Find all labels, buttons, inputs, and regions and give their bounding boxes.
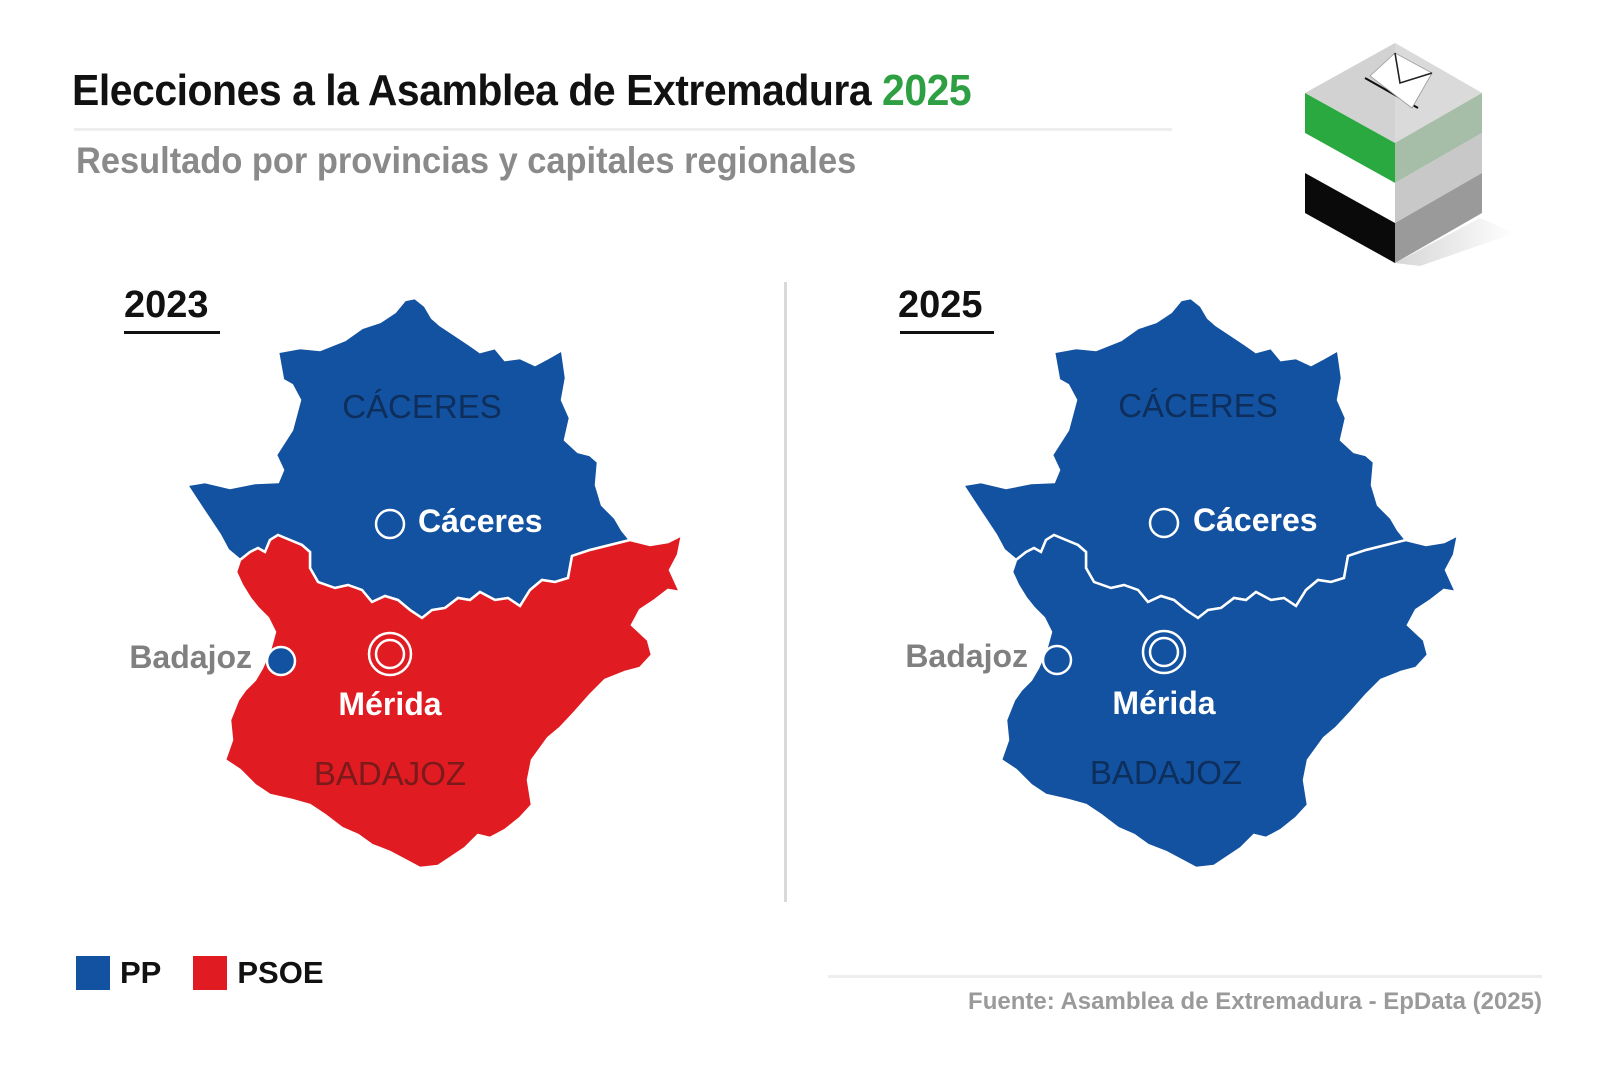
province-label-caceres-2023: CÁCERES: [342, 388, 502, 425]
legend-label-psoe: PSOE: [237, 955, 324, 990]
source-note: Fuente: Asamblea de Extremadura - EpData…: [968, 988, 1542, 1015]
city-marker-merida-inner-2023: [374, 638, 406, 670]
city-label-merida-2023: Mérida: [338, 686, 441, 722]
page-subtitle: Resultado por provincias y capitales reg…: [76, 140, 857, 181]
legend-swatch-pp: [76, 956, 110, 990]
ballot-box-icon: [1305, 43, 1515, 266]
city-label-merida-2025: Mérida: [1112, 685, 1215, 721]
legend-item-pp: PP: [76, 955, 161, 991]
year-label-2023: 2023: [124, 284, 209, 326]
map-2023: CÁCERES BADAJOZ Cáceres Badajoz Mérida: [129, 296, 684, 870]
city-marker-badajoz-2023[interactable]: [265, 645, 297, 677]
city-label-badajoz-2025: Badajoz: [905, 638, 1028, 674]
city-label-badajoz-2023: Badajoz: [129, 639, 252, 675]
year-underline-2025: [900, 331, 994, 334]
legend: PP PSOE: [76, 955, 356, 991]
city-label-caceres-2025: Cáceres: [1193, 502, 1318, 538]
title-year: 2025: [882, 66, 972, 115]
legend-item-psoe: PSOE: [193, 955, 324, 991]
title-main: Elecciones a la Asamblea de Extremadura: [72, 66, 872, 115]
province-label-badajoz-2023: BADAJOZ: [314, 755, 466, 792]
map-2025: CÁCERES BADAJOZ Cáceres Badajoz Mérida: [905, 296, 1460, 870]
page-title: Elecciones a la Asamblea de Extremadura …: [72, 66, 972, 116]
maps-divider: [784, 282, 787, 902]
city-marker-caceres-2023[interactable]: [374, 508, 406, 540]
city-marker-merida-inner-2025: [1148, 636, 1180, 668]
province-label-caceres-2025: CÁCERES: [1118, 387, 1278, 424]
city-label-caceres-2023: Cáceres: [418, 503, 543, 539]
province-label-badajoz-2025: BADAJOZ: [1090, 754, 1242, 791]
city-marker-caceres-2025[interactable]: [1148, 507, 1180, 539]
legend-label-pp: PP: [120, 955, 162, 990]
title-divider: [74, 128, 1172, 131]
source-divider: [828, 975, 1542, 978]
year-underline-2023: [124, 331, 220, 334]
legend-swatch-psoe: [193, 956, 228, 990]
year-label-2025: 2025: [898, 284, 983, 326]
city-marker-badajoz-2025[interactable]: [1041, 644, 1073, 676]
